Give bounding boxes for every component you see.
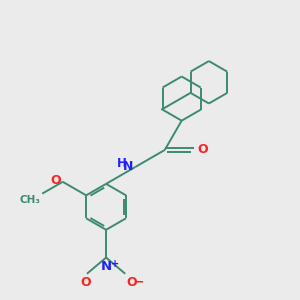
Text: −: − xyxy=(134,275,145,289)
Text: +: + xyxy=(111,259,119,269)
Text: H: H xyxy=(117,157,127,170)
Text: N: N xyxy=(123,160,133,173)
Text: O: O xyxy=(80,276,91,289)
Text: O: O xyxy=(197,143,208,156)
Text: O: O xyxy=(51,174,61,188)
Text: CH₃: CH₃ xyxy=(20,195,41,205)
Text: N: N xyxy=(100,260,112,273)
Text: O: O xyxy=(127,276,137,289)
